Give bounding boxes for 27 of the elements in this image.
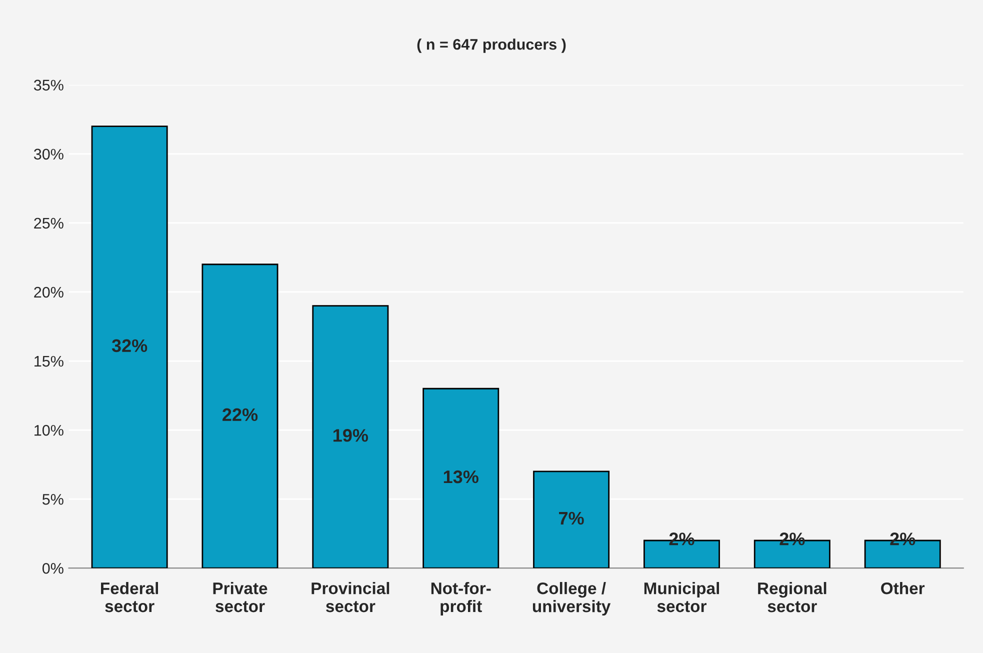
bar: [533, 470, 610, 568]
y-tick-label: 35%: [34, 80, 64, 91]
data-label: 13%: [444, 470, 478, 484]
chart-title: ( n = 647 producers ): [417, 38, 566, 53]
data-label: 19%: [333, 429, 368, 442]
y-tick-label: 0%: [42, 562, 64, 574]
y-tick-label: 5%: [42, 494, 64, 505]
bar: [91, 126, 168, 568]
data-label: 22%: [222, 408, 258, 422]
x-tick-label: Regional sector: [758, 582, 826, 612]
x-tick-label: Municipal sector: [644, 582, 719, 612]
bar: [312, 305, 389, 568]
y-tick-label: 30%: [34, 148, 64, 160]
bar: [202, 264, 278, 568]
x-tick-label: Not-for- profit: [431, 582, 491, 616]
y-tick-label: 25%: [34, 218, 64, 229]
x-tick-label: College / university: [532, 582, 611, 616]
data-label: 32%: [112, 339, 148, 352]
data-label: 7%: [559, 512, 584, 525]
x-tick-label: Other: [881, 582, 925, 594]
x-tick-label: Private sector: [213, 582, 268, 612]
y-tick-label: 10%: [34, 424, 64, 436]
y-tick-label: 15%: [34, 356, 64, 367]
x-tick-label: Federal sector: [101, 582, 158, 612]
bar: [422, 388, 500, 568]
x-tick-label: Provincial sector: [312, 582, 390, 612]
y-tick-label: 20%: [34, 286, 64, 298]
